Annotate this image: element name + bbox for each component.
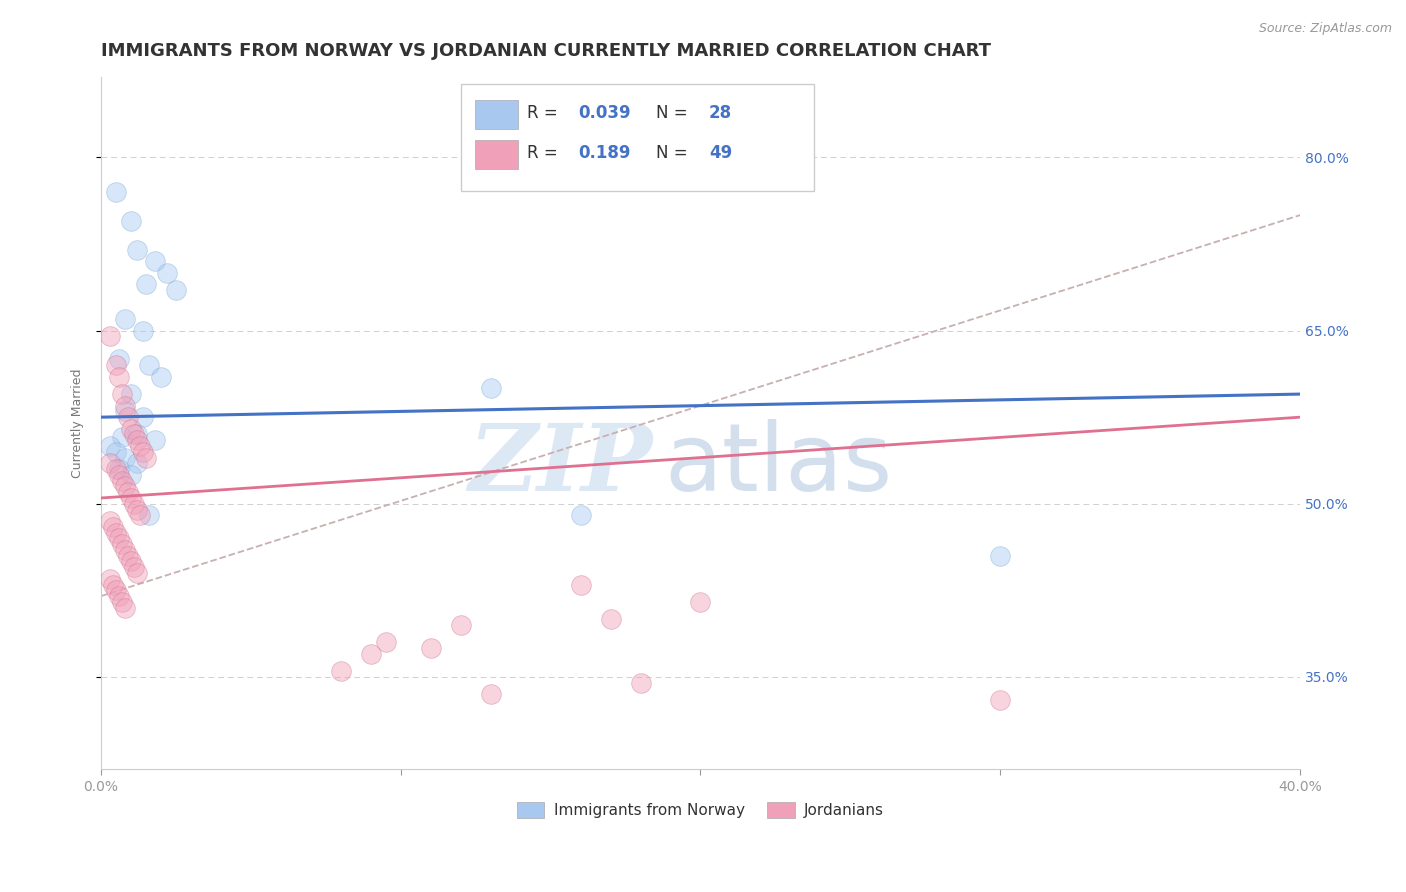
Point: [108, 467, 131, 482]
Point: [104, 445, 127, 459]
Point: [599, 612, 621, 626]
Point: [104, 525, 127, 540]
Point: [125, 566, 148, 580]
Point: [114, 600, 136, 615]
Point: [108, 532, 131, 546]
Point: [120, 554, 142, 568]
Point: [138, 358, 160, 372]
Point: [988, 549, 1011, 563]
Point: [98, 439, 121, 453]
Point: [569, 577, 592, 591]
Point: [120, 467, 142, 482]
Point: [132, 445, 155, 459]
Point: [108, 352, 131, 367]
Point: [114, 479, 136, 493]
Point: [122, 560, 145, 574]
Point: [125, 502, 148, 516]
Point: [114, 543, 136, 558]
Point: [111, 474, 134, 488]
Point: [988, 693, 1011, 707]
Point: [108, 369, 131, 384]
Point: [122, 497, 145, 511]
Point: [101, 577, 124, 591]
Point: [374, 635, 396, 649]
Point: [98, 456, 121, 470]
Point: [122, 427, 145, 442]
Point: [117, 485, 139, 500]
Point: [117, 549, 139, 563]
Point: [329, 664, 352, 678]
Point: [114, 450, 136, 465]
Text: N =: N =: [657, 104, 693, 122]
Text: 28: 28: [709, 104, 733, 122]
Text: atlas: atlas: [665, 418, 893, 510]
Point: [114, 404, 136, 418]
Point: [132, 410, 155, 425]
Point: [149, 369, 172, 384]
Text: Source: ZipAtlas.com: Source: ZipAtlas.com: [1258, 22, 1392, 36]
Point: [114, 399, 136, 413]
Point: [479, 687, 502, 701]
Legend: Immigrants from Norway, Jordanians: Immigrants from Norway, Jordanians: [510, 796, 890, 824]
Point: [450, 618, 472, 632]
Point: [111, 595, 134, 609]
Point: [111, 537, 134, 551]
Text: 0.189: 0.189: [578, 145, 631, 162]
Point: [111, 387, 134, 401]
Point: [135, 450, 157, 465]
Text: R =: R =: [527, 145, 562, 162]
Point: [125, 243, 148, 257]
Point: [360, 647, 382, 661]
Point: [419, 641, 441, 656]
Point: [689, 595, 711, 609]
Point: [569, 508, 592, 523]
FancyBboxPatch shape: [475, 100, 519, 129]
Point: [120, 387, 142, 401]
Point: [108, 462, 131, 476]
Point: [98, 329, 121, 343]
Point: [104, 583, 127, 598]
Point: [120, 491, 142, 505]
Point: [630, 675, 652, 690]
Point: [125, 456, 148, 470]
FancyBboxPatch shape: [461, 84, 814, 191]
Point: [165, 283, 187, 297]
Point: [111, 430, 134, 444]
Point: [120, 422, 142, 436]
Point: [120, 214, 142, 228]
Point: [98, 514, 121, 528]
Text: 49: 49: [709, 145, 733, 162]
Point: [104, 462, 127, 476]
Point: [143, 434, 166, 448]
Text: ZIP: ZIP: [468, 419, 652, 509]
Text: 0.039: 0.039: [578, 104, 631, 122]
Point: [114, 312, 136, 326]
Point: [132, 324, 155, 338]
Point: [104, 185, 127, 199]
Point: [138, 508, 160, 523]
Point: [101, 520, 124, 534]
Point: [104, 358, 127, 372]
Point: [143, 254, 166, 268]
Point: [135, 277, 157, 292]
Point: [128, 439, 150, 453]
Point: [125, 434, 148, 448]
Y-axis label: Currently Married: Currently Married: [72, 368, 84, 478]
Point: [156, 266, 179, 280]
Text: N =: N =: [657, 145, 693, 162]
Text: IMMIGRANTS FROM NORWAY VS JORDANIAN CURRENTLY MARRIED CORRELATION CHART: IMMIGRANTS FROM NORWAY VS JORDANIAN CURR…: [101, 42, 991, 60]
FancyBboxPatch shape: [475, 140, 519, 169]
Point: [98, 572, 121, 586]
Point: [128, 508, 150, 523]
Point: [479, 381, 502, 395]
Point: [125, 427, 148, 442]
Point: [108, 589, 131, 603]
Text: R =: R =: [527, 104, 562, 122]
Point: [117, 410, 139, 425]
